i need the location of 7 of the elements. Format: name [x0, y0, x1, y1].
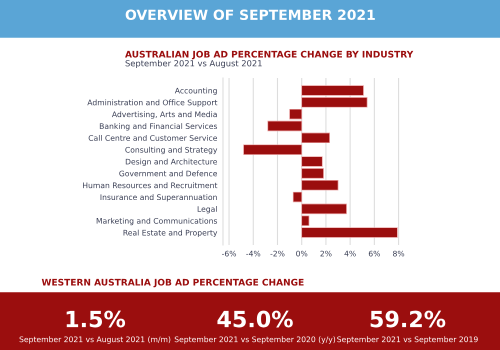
text: 59.2% [370, 310, 446, 328]
text: OVERVIEW OF SEPTEMBER 2021 [126, 10, 375, 20]
text: 1.5% [66, 310, 126, 328]
chart-subtitle: September 2021 vs August 2021 [126, 60, 262, 68]
text: WESTERN AUSTRALIA JOB AD PERCENTAGE CHANGE [42, 278, 304, 288]
text: 45.0% [217, 310, 293, 328]
chart-title: AUSTRALIAN JOB AD PERCENTAGE CHANGE BY INDUSTRY [125, 50, 414, 60]
